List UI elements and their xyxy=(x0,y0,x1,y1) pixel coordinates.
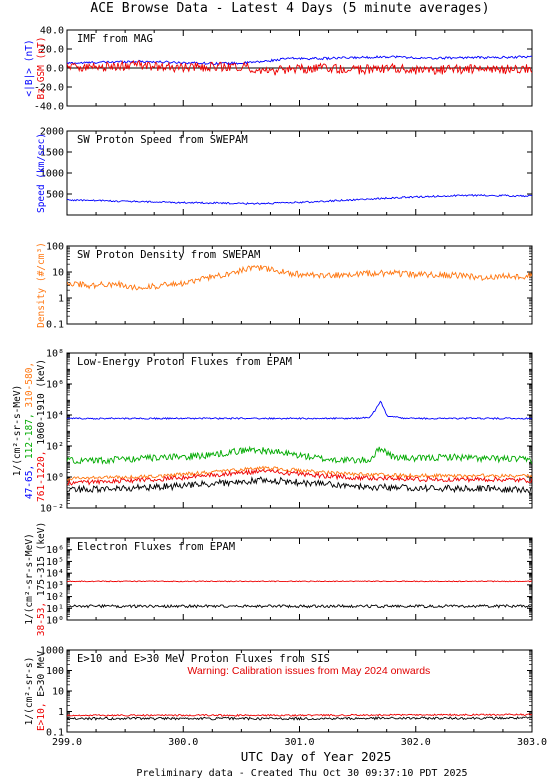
series-line-112-187-kev xyxy=(67,445,532,465)
panel-mag: IMF from MAG -40.0 -20.0 0.0 20.0 40.0 <|B|> (… xyxy=(24,26,533,113)
panel-title: Electron Fluxes from EPAM xyxy=(77,541,235,553)
panel-electron: Electron Fluxes from EPAM 10⁰10¹10²10³10⁴… xyxy=(24,522,533,636)
y-tick-label: 40.0 xyxy=(40,26,64,37)
panel-speed: SW Proton Speed from SWEPAM 500 1000 1500 20… xyxy=(36,127,533,216)
y-axis-label-part: 112-187, xyxy=(24,408,35,459)
y-axis-label: 47-65, 112-187, 310-580, xyxy=(24,362,35,499)
series-line-175-315-kev xyxy=(67,603,532,609)
series-line-310-580-kev xyxy=(67,465,532,481)
series-line-1060-1910-kev xyxy=(67,476,532,494)
x-axis-label: UTC Day of Year 2025 xyxy=(241,749,392,764)
y-axis-label: 1/(cm²-sr-s-MeV) xyxy=(12,385,23,477)
y-tick-label: 0.1 xyxy=(46,728,64,739)
y-tick-label: 10⁰ xyxy=(46,473,64,484)
y-tick-label: 10 xyxy=(52,268,64,279)
y-tick-label: 10⁵ xyxy=(46,557,64,568)
panel-frame xyxy=(66,352,533,509)
y-tick-label: 10⁻² xyxy=(40,504,64,515)
y-tick-label: 10³ xyxy=(46,580,64,591)
y-tick-label: 10⁶ xyxy=(46,545,64,556)
y-tick-label: 10² xyxy=(46,592,64,603)
y-axis-label-part: E>10, xyxy=(36,697,47,731)
y-axis-label: 1/(cm²-sr-s) xyxy=(24,657,35,726)
y-axis-label-part: 38-53, xyxy=(36,596,47,636)
footer-note: Preliminary data - Created Thu Oct 30 09… xyxy=(136,768,467,779)
y-tick-label: 10⁴ xyxy=(46,569,64,580)
y-tick-label: 20.0 xyxy=(40,45,64,56)
y-tick-label: 2000 xyxy=(40,127,64,138)
chart-title: ACE Browse Data - Latest 4 Days (5 minut… xyxy=(90,1,489,16)
panel-sis: E>10 and E>30 MeV Proton Fluxes from SIS… xyxy=(24,646,547,749)
y-tick-label: 0.0 xyxy=(46,64,64,75)
panel-title: SW Proton Speed from SWEPAM xyxy=(77,134,248,146)
y-tick-label: 1 xyxy=(58,707,64,718)
y-tick-label: 10⁴ xyxy=(46,411,64,422)
y-tick-label: 1000 xyxy=(40,646,64,657)
panel-title: SW Proton Density from SWEPAM xyxy=(77,249,260,261)
y-tick-label: 100 xyxy=(46,242,64,253)
series-line-bz-gsm xyxy=(67,59,532,76)
x-tick-label: 301.0 xyxy=(284,737,314,748)
series-line-density xyxy=(67,264,532,291)
series-line-e-30-mev xyxy=(67,716,532,721)
y-tick-label: -40.0 xyxy=(34,102,64,113)
panel-proton: Low-Energy Proton Fluxes from EPAM 10⁻² 10… xyxy=(12,349,533,515)
y-tick-label: 10⁰ xyxy=(46,616,64,627)
y-axis-label: <|B|> (nT) xyxy=(24,39,35,96)
y-axis-label: Density (#/cm³) xyxy=(36,242,47,328)
series-line-38-53-kev xyxy=(67,580,532,583)
y-axis-label-part: 47-65, xyxy=(24,459,35,499)
series-line-e-10-mev xyxy=(67,713,532,717)
y-axis-label: 38-53, 175-315 (keV) xyxy=(36,522,47,636)
series-line--b- xyxy=(67,55,532,66)
y-axis-label-part: 175-315 (keV) xyxy=(36,522,47,596)
warning-annotation: Warning: Calibration issues from May 202… xyxy=(187,665,430,677)
panels: IMF from MAG -40.0 -20.0 0.0 20.0 40.0 <|B|> (… xyxy=(12,26,547,749)
y-axis-label: Bz GSM (nT) xyxy=(36,37,47,100)
y-tick-label: 10⁶ xyxy=(46,380,64,391)
x-tick-label: 302.0 xyxy=(401,737,431,748)
y-tick-label: 500 xyxy=(46,190,64,201)
y-tick-label: 10 xyxy=(52,687,64,698)
y-tick-label: 1000 xyxy=(40,169,64,180)
y-tick-label: 10⁸ xyxy=(46,349,64,360)
y-tick-label: 0.1 xyxy=(46,320,64,331)
panel-title: E>10 and E>30 MeV Proton Fluxes from SIS xyxy=(77,653,330,665)
panel-density: SW Proton Density from SWEPAM 0.1 1 10 100De… xyxy=(36,242,533,331)
y-axis-label: Speed (km/sec) xyxy=(36,133,47,213)
y-tick-label: -20.0 xyxy=(34,83,64,94)
y-axis-label-part: 761-1220, xyxy=(36,445,47,502)
x-tick-label: 299.0 xyxy=(52,737,82,748)
y-tick-label: 1500 xyxy=(40,148,64,159)
y-axis-label: 1/(cm²-sr-s-MeV) xyxy=(24,533,35,625)
panel-title: IMF from MAG xyxy=(77,33,153,45)
y-axis-label: 761-1220, 1060-1910 (keV) xyxy=(36,359,47,502)
y-tick-label: 10¹ xyxy=(46,604,64,615)
series-line-47-65-kev xyxy=(67,400,532,420)
y-axis-label-part: E>30 MeV xyxy=(36,651,47,697)
series-line-speed xyxy=(67,193,532,205)
panel-title: Low-Energy Proton Fluxes from EPAM xyxy=(77,356,292,368)
y-tick-label: 100 xyxy=(46,666,64,677)
y-tick-label: 10² xyxy=(46,442,64,453)
x-tick-label: 300.0 xyxy=(168,737,198,748)
y-tick-label: 1 xyxy=(58,294,64,305)
y-axis-label-part: 1060-1910 (keV) xyxy=(36,359,47,445)
series-line-761-1220-kev xyxy=(67,468,532,486)
x-tick-label: 303.0 xyxy=(517,737,547,748)
y-axis-label-part: 310-580, xyxy=(24,362,35,408)
y-axis-label: E>10, E>30 MeV xyxy=(36,651,47,731)
